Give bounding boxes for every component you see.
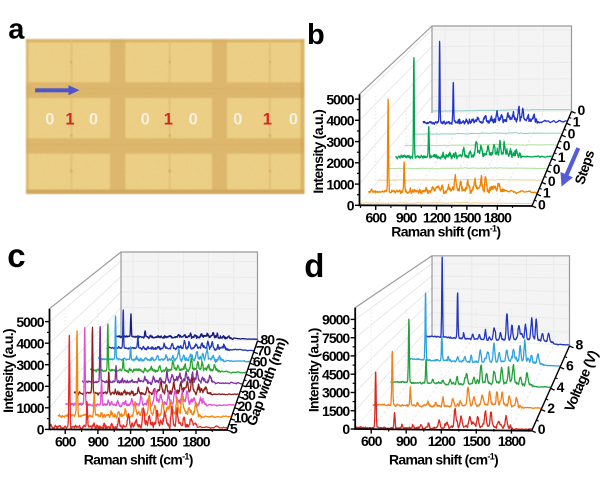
svg-text:600: 600 — [366, 209, 388, 225]
svg-text:b: b — [307, 19, 325, 51]
svg-text:Intensity (a.u.): Intensity (a.u.) — [306, 328, 322, 412]
svg-text:Intensity (a.u.): Intensity (a.u.) — [0, 329, 16, 413]
svg-text:4000: 4000 — [16, 335, 44, 351]
svg-text:4500: 4500 — [322, 366, 350, 382]
svg-text:3000: 3000 — [16, 357, 44, 373]
svg-text:1000: 1000 — [326, 176, 354, 192]
svg-text:1000: 1000 — [16, 400, 44, 416]
svg-text:1800: 1800 — [182, 433, 210, 449]
svg-text:c: c — [7, 237, 25, 274]
svg-text:a: a — [8, 14, 25, 46]
svg-text:5000: 5000 — [16, 314, 44, 330]
svg-text:d: d — [304, 247, 324, 284]
svg-text:1500: 1500 — [463, 433, 491, 449]
svg-text:6000: 6000 — [322, 348, 350, 364]
svg-text:4000: 4000 — [326, 113, 354, 129]
svg-text:3000: 3000 — [322, 385, 350, 401]
svg-text:9000: 9000 — [322, 312, 350, 328]
svg-text:1500: 1500 — [150, 433, 178, 449]
svg-text:900: 900 — [88, 433, 110, 449]
svg-text:900: 900 — [396, 433, 418, 449]
svg-text:2000: 2000 — [16, 379, 44, 395]
svg-text:600: 600 — [361, 433, 383, 449]
svg-text:Intensity (a.u.): Intensity (a.u.) — [310, 110, 326, 194]
svg-text:1500: 1500 — [322, 403, 350, 419]
svg-text:600: 600 — [55, 433, 77, 449]
svg-text:3000: 3000 — [326, 134, 354, 150]
svg-text:1200: 1200 — [428, 433, 456, 449]
svg-text:Raman shift (cm-1): Raman shift (cm-1) — [84, 451, 193, 467]
svg-text:7500: 7500 — [322, 330, 350, 346]
svg-text:1800: 1800 — [498, 433, 526, 449]
svg-text:Raman shift (cm-1): Raman shift (cm-1) — [389, 452, 498, 468]
svg-text:1200: 1200 — [117, 433, 145, 449]
svg-text:Raman shift (cm-1): Raman shift (cm-1) — [391, 223, 500, 239]
svg-text:2000: 2000 — [326, 155, 354, 171]
svg-text:4: 4 — [557, 379, 565, 395]
svg-text:5000: 5000 — [326, 91, 354, 107]
